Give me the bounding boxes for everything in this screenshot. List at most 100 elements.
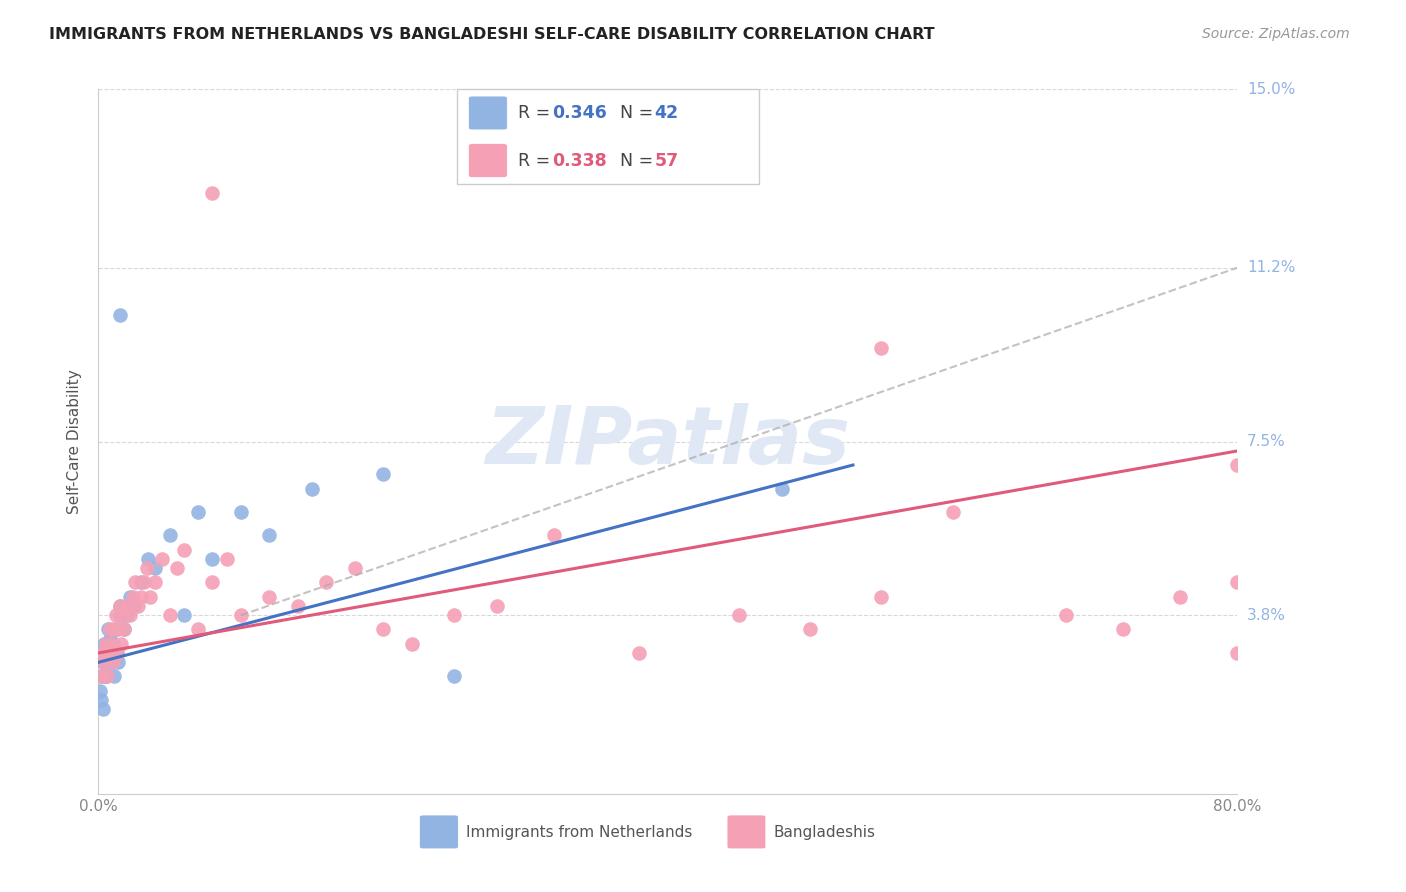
Point — [201, 575, 224, 590]
Text: 57: 57 — [654, 152, 678, 169]
Point — [343, 561, 366, 575]
Point — [201, 186, 224, 200]
Text: 3.8%: 3.8% — [1247, 607, 1286, 623]
Point — [91, 702, 114, 716]
Point — [121, 590, 143, 604]
Point — [94, 669, 117, 683]
Point — [259, 528, 281, 542]
Point — [101, 656, 124, 670]
Point — [136, 552, 159, 566]
Point — [93, 669, 115, 683]
Point — [187, 505, 209, 519]
Point — [103, 669, 125, 683]
Point — [90, 669, 112, 683]
Point — [152, 552, 174, 566]
FancyBboxPatch shape — [468, 144, 508, 178]
Point — [443, 669, 465, 683]
Point — [91, 656, 114, 670]
Point — [115, 608, 138, 623]
Point — [135, 561, 157, 575]
Point — [259, 590, 281, 604]
Point — [159, 608, 181, 623]
Text: 7.5%: 7.5% — [1247, 434, 1285, 449]
Text: 0.338: 0.338 — [551, 152, 606, 169]
Point — [97, 623, 120, 637]
Point — [105, 646, 128, 660]
Point — [942, 505, 965, 519]
Point — [89, 683, 111, 698]
Point — [215, 552, 238, 566]
Point — [105, 646, 128, 660]
Point — [486, 599, 509, 613]
Point — [159, 528, 181, 542]
Point — [103, 623, 125, 637]
Point — [94, 636, 117, 650]
Y-axis label: Self-Care Disability: Self-Care Disability — [67, 369, 83, 514]
Point — [91, 646, 114, 660]
Point — [129, 590, 152, 604]
Point — [129, 575, 152, 590]
Point — [108, 599, 131, 613]
Point — [122, 599, 145, 613]
Point — [101, 656, 124, 670]
Point — [108, 608, 131, 623]
Point — [870, 341, 893, 355]
Text: N =: N = — [620, 152, 659, 169]
Point — [1226, 575, 1249, 590]
Point — [373, 467, 395, 482]
Point — [93, 656, 115, 670]
Point — [138, 590, 160, 604]
Point — [187, 623, 209, 637]
Text: Bangladeshis: Bangladeshis — [773, 825, 876, 840]
Point — [543, 528, 565, 542]
Point — [93, 636, 115, 650]
Text: 11.2%: 11.2% — [1247, 260, 1295, 276]
Point — [107, 656, 129, 670]
Point — [628, 646, 651, 660]
Point — [770, 482, 793, 496]
Point — [112, 623, 135, 637]
Point — [90, 669, 112, 683]
Text: R =: R = — [517, 152, 555, 169]
Point — [104, 608, 127, 623]
Point — [98, 623, 121, 637]
Point — [145, 575, 167, 590]
Point — [229, 505, 252, 519]
Point — [173, 542, 195, 557]
Point — [173, 608, 195, 623]
Point — [108, 599, 131, 613]
Point — [107, 623, 129, 637]
Text: Immigrants from Netherlands: Immigrants from Netherlands — [467, 825, 693, 840]
Point — [100, 646, 122, 660]
Point — [166, 561, 188, 575]
Text: ZIPatlas: ZIPatlas — [485, 402, 851, 481]
Point — [98, 632, 121, 646]
Point — [90, 693, 112, 707]
Point — [108, 308, 131, 322]
FancyBboxPatch shape — [468, 96, 508, 130]
Point — [132, 575, 155, 590]
Point — [301, 482, 323, 496]
Text: 15.0%: 15.0% — [1247, 82, 1295, 96]
Point — [124, 575, 146, 590]
Text: R =: R = — [517, 104, 555, 122]
Point — [101, 636, 124, 650]
Point — [799, 623, 821, 637]
Point — [401, 636, 423, 650]
Point — [1170, 590, 1192, 604]
Point — [1226, 458, 1249, 472]
Point — [100, 636, 122, 650]
Point — [315, 575, 337, 590]
Point — [104, 623, 127, 637]
Point — [870, 590, 893, 604]
Text: IMMIGRANTS FROM NETHERLANDS VS BANGLADESHI SELF-CARE DISABILITY CORRELATION CHAR: IMMIGRANTS FROM NETHERLANDS VS BANGLADES… — [49, 27, 935, 42]
Point — [373, 623, 395, 637]
Point — [112, 623, 135, 637]
Text: N =: N = — [620, 104, 659, 122]
FancyBboxPatch shape — [419, 815, 458, 849]
Point — [97, 646, 120, 660]
Point — [96, 636, 118, 650]
Text: 0.346: 0.346 — [551, 104, 606, 122]
Text: 42: 42 — [654, 104, 678, 122]
Point — [1112, 623, 1135, 637]
